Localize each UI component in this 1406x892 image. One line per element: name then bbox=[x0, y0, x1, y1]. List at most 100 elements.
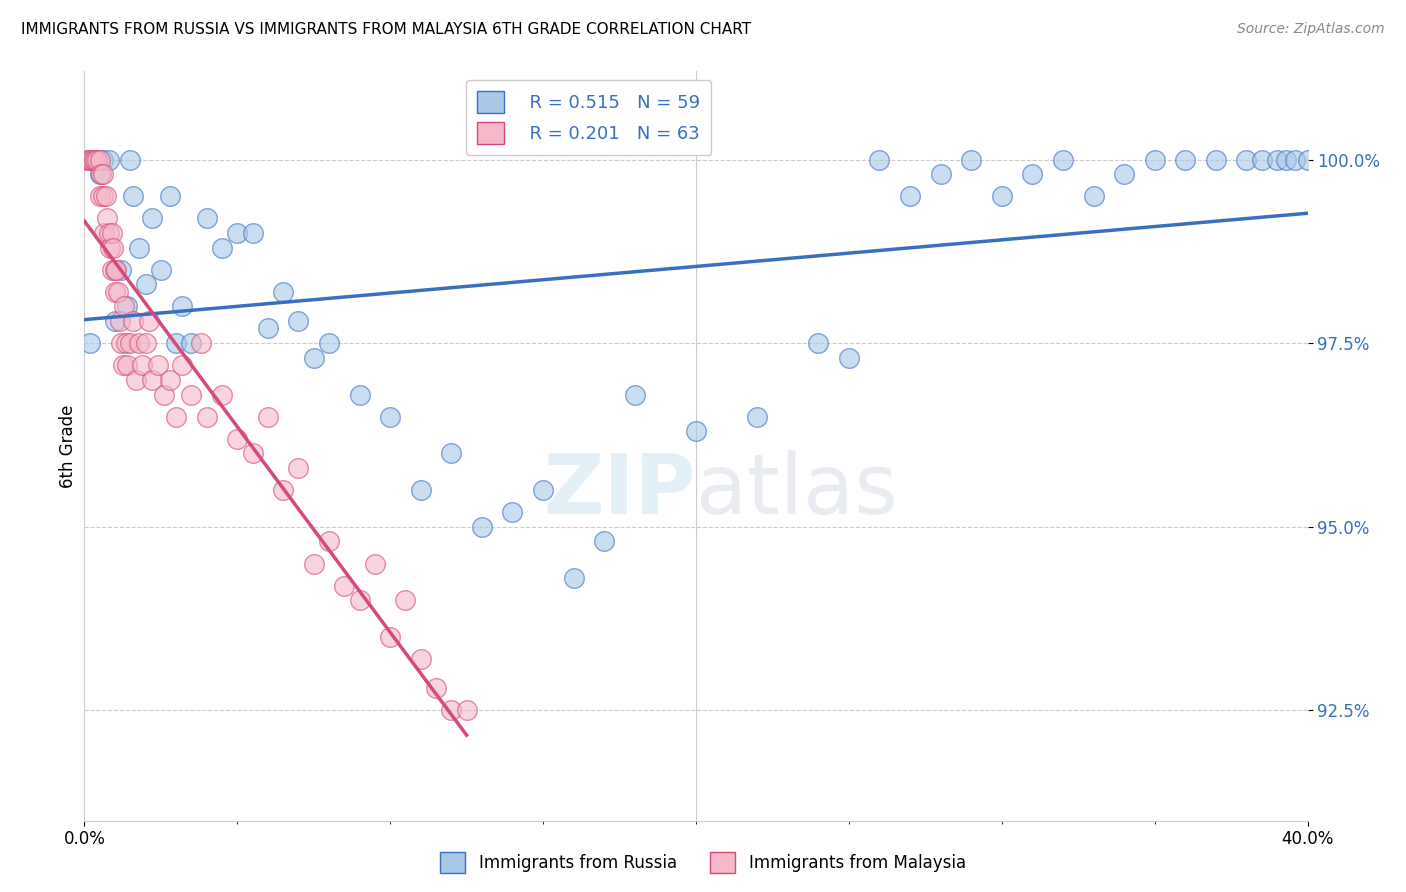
Point bbox=[333, 578, 356, 592]
Point bbox=[91, 167, 114, 181]
Point bbox=[1265, 153, 1288, 167]
Point bbox=[287, 461, 309, 475]
Point bbox=[98, 241, 121, 255]
Text: IMMIGRANTS FROM RUSSIA VS IMMIGRANTS FROM MALAYSIA 6TH GRADE CORRELATION CHART: IMMIGRANTS FROM RUSSIA VS IMMIGRANTS FRO… bbox=[21, 22, 751, 37]
Point bbox=[1275, 153, 1298, 167]
Point bbox=[135, 336, 157, 351]
Point bbox=[114, 336, 136, 351]
Point bbox=[91, 153, 114, 167]
Point bbox=[838, 351, 860, 365]
Point bbox=[101, 226, 124, 240]
Point bbox=[97, 153, 120, 167]
Point bbox=[440, 703, 463, 717]
Point bbox=[172, 300, 194, 314]
Legend: Immigrants from Russia, Immigrants from Malaysia: Immigrants from Russia, Immigrants from … bbox=[433, 846, 973, 880]
Point bbox=[79, 336, 101, 351]
Point bbox=[1284, 153, 1306, 167]
Point bbox=[108, 314, 131, 328]
Point bbox=[1174, 153, 1197, 167]
Point bbox=[349, 387, 371, 401]
Point bbox=[1236, 153, 1258, 167]
Point bbox=[195, 409, 218, 424]
Point bbox=[349, 593, 371, 607]
Point bbox=[77, 153, 100, 167]
Point bbox=[105, 262, 128, 277]
Point bbox=[593, 534, 616, 549]
Point bbox=[180, 387, 202, 401]
Point bbox=[1052, 153, 1074, 167]
Point bbox=[128, 241, 150, 255]
Legend:   R = 0.515   N = 59,   R = 0.201   N = 63: R = 0.515 N = 59, R = 0.201 N = 63 bbox=[465, 80, 711, 155]
Point bbox=[271, 483, 294, 497]
Point bbox=[1021, 167, 1043, 181]
Point bbox=[141, 373, 163, 387]
Point bbox=[1083, 189, 1105, 203]
Point bbox=[159, 189, 181, 203]
Point bbox=[120, 336, 142, 351]
Point bbox=[869, 153, 891, 167]
Point bbox=[409, 483, 432, 497]
Point bbox=[960, 153, 983, 167]
Point bbox=[80, 153, 103, 167]
Point bbox=[456, 703, 478, 717]
Point bbox=[318, 534, 340, 549]
Point bbox=[747, 409, 769, 424]
Point bbox=[425, 681, 447, 696]
Point bbox=[90, 167, 112, 181]
Point bbox=[141, 211, 163, 226]
Point bbox=[1205, 153, 1227, 167]
Point bbox=[153, 387, 176, 401]
Point bbox=[180, 336, 202, 351]
Point bbox=[302, 351, 325, 365]
Point bbox=[257, 321, 280, 335]
Point bbox=[380, 630, 402, 644]
Point bbox=[226, 432, 249, 446]
Point bbox=[89, 167, 111, 181]
Point bbox=[165, 409, 187, 424]
Point bbox=[89, 189, 111, 203]
Point bbox=[807, 336, 830, 351]
Point bbox=[94, 189, 117, 203]
Point bbox=[149, 262, 172, 277]
Point bbox=[86, 153, 108, 167]
Point bbox=[226, 226, 249, 240]
Point bbox=[122, 314, 145, 328]
Point bbox=[211, 387, 233, 401]
Point bbox=[120, 153, 142, 167]
Point bbox=[257, 409, 280, 424]
Point bbox=[898, 189, 921, 203]
Text: atlas: atlas bbox=[696, 450, 897, 532]
Point bbox=[138, 314, 160, 328]
Point bbox=[128, 336, 150, 351]
Point bbox=[1250, 153, 1272, 167]
Point bbox=[97, 226, 120, 240]
Point bbox=[242, 226, 264, 240]
Point bbox=[101, 262, 124, 277]
Point bbox=[531, 483, 554, 497]
Point bbox=[409, 652, 432, 666]
Point bbox=[122, 189, 145, 203]
Point bbox=[83, 153, 105, 167]
Point bbox=[104, 285, 127, 299]
Point bbox=[624, 387, 647, 401]
Point bbox=[131, 358, 153, 372]
Point bbox=[146, 358, 169, 372]
Text: ZIP: ZIP bbox=[544, 450, 696, 532]
Point bbox=[562, 571, 585, 585]
Point bbox=[91, 189, 114, 203]
Point bbox=[159, 373, 181, 387]
Point bbox=[685, 425, 707, 439]
Point bbox=[502, 505, 524, 519]
Point bbox=[929, 167, 952, 181]
Point bbox=[110, 336, 132, 351]
Point bbox=[79, 153, 101, 167]
Point bbox=[111, 358, 134, 372]
Point bbox=[364, 557, 387, 571]
Point bbox=[1143, 153, 1166, 167]
Point bbox=[135, 277, 157, 292]
Point bbox=[125, 373, 148, 387]
Point bbox=[76, 153, 98, 167]
Point bbox=[1114, 167, 1136, 181]
Point bbox=[190, 336, 212, 351]
Point bbox=[84, 153, 107, 167]
